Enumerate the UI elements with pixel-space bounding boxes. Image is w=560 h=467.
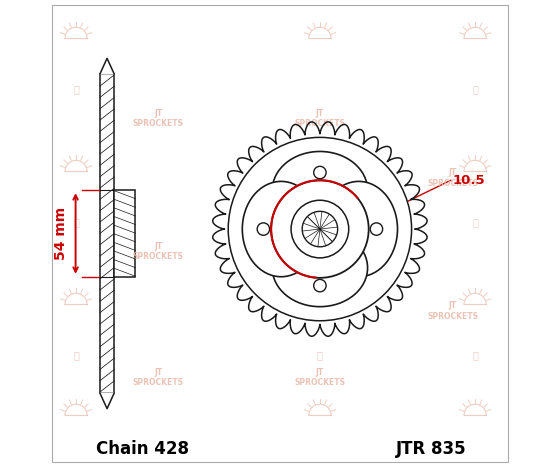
Bar: [114, 190, 136, 277]
Text: 龙: 龙: [472, 218, 478, 227]
Text: 龙: 龙: [317, 350, 323, 361]
Polygon shape: [100, 393, 114, 409]
Ellipse shape: [272, 151, 367, 229]
Circle shape: [314, 166, 326, 179]
Text: JT
SPROCKETS: JT SPROCKETS: [427, 169, 478, 188]
Circle shape: [302, 212, 338, 247]
Circle shape: [271, 180, 368, 278]
Circle shape: [314, 279, 326, 292]
Circle shape: [257, 223, 269, 235]
Text: JTR 835: JTR 835: [395, 439, 466, 458]
Polygon shape: [100, 58, 114, 74]
Circle shape: [228, 137, 412, 321]
Ellipse shape: [320, 181, 398, 277]
Text: 10.5: 10.5: [453, 174, 486, 187]
Ellipse shape: [272, 229, 367, 307]
Text: JT
SPROCKETS: JT SPROCKETS: [295, 368, 346, 387]
Text: 92 mm: 92 mm: [286, 219, 344, 234]
Text: JT
SPROCKETS: JT SPROCKETS: [295, 241, 346, 261]
Circle shape: [291, 200, 349, 258]
Text: JT
SPROCKETS: JT SPROCKETS: [295, 108, 346, 128]
Text: 龙: 龙: [472, 350, 478, 361]
Text: 龙: 龙: [472, 85, 478, 94]
Bar: [100, 74, 114, 393]
Text: 龙: 龙: [73, 85, 79, 94]
Polygon shape: [213, 122, 427, 336]
Text: JT
SPROCKETS: JT SPROCKETS: [133, 108, 184, 128]
Text: JT
SPROCKETS: JT SPROCKETS: [427, 301, 478, 321]
Text: 龙: 龙: [73, 218, 79, 227]
Circle shape: [370, 223, 382, 235]
Text: JT
SPROCKETS: JT SPROCKETS: [133, 241, 184, 261]
Ellipse shape: [242, 181, 320, 277]
Text: 龙: 龙: [73, 350, 79, 361]
Text: 54 mm: 54 mm: [54, 207, 68, 260]
Text: JT
SPROCKETS: JT SPROCKETS: [133, 368, 184, 387]
Text: Chain 428: Chain 428: [96, 439, 189, 458]
